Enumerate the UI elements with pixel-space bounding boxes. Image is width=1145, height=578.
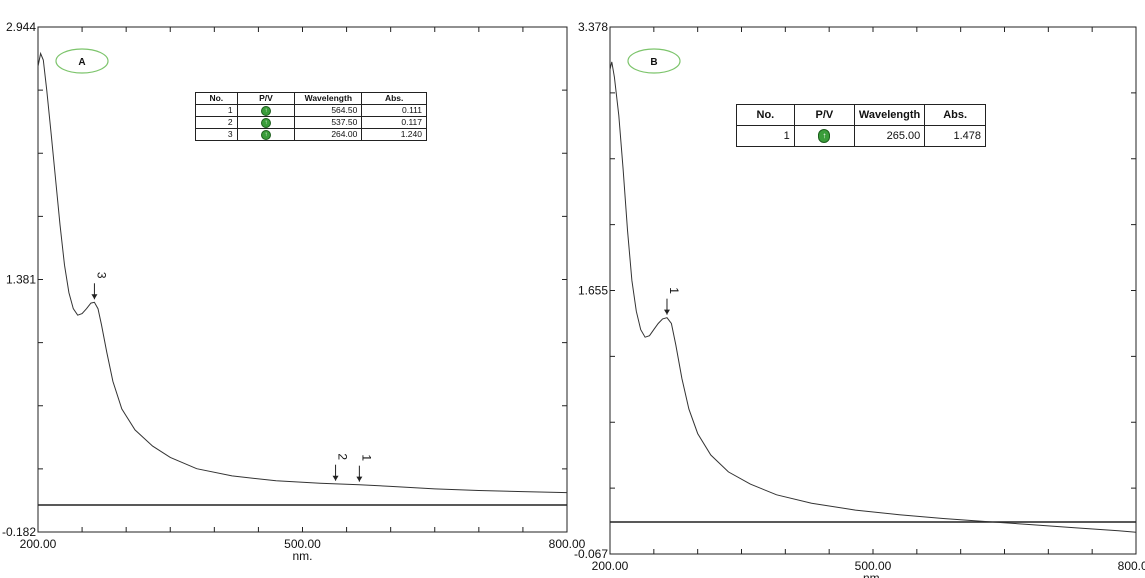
- y-tick-label: 3.378: [578, 20, 608, 34]
- peak-up-arrow-icon: ↑: [818, 129, 831, 144]
- col-no-header: No.: [195, 92, 238, 105]
- peak-label: 1: [359, 454, 373, 461]
- peak-table-b: No. P/V Wavelength Abs. 1 ↑ 265.00 1.478: [736, 104, 986, 147]
- x-axis-label: nm.: [292, 549, 312, 563]
- spectrum-line: [609, 61, 1137, 533]
- y-tick-label: -0.182: [2, 525, 36, 539]
- peak-pv-cell: ↑: [236, 116, 296, 129]
- col-pv-header: P/V: [236, 92, 296, 105]
- peak-wavelength: 564.50: [294, 104, 363, 117]
- panel-badge-label: A: [78, 57, 85, 68]
- panel-badge-label: B: [650, 57, 657, 68]
- peak-pv-cell: ↑: [236, 128, 296, 141]
- peak-no: 1: [195, 104, 238, 117]
- peak-no: 1: [736, 125, 795, 147]
- peak-marker: 2: [332, 453, 350, 481]
- peak-no: 3: [195, 128, 238, 141]
- peak-up-arrow-icon: ↑: [260, 105, 271, 116]
- peak-arrow-head: [356, 476, 363, 482]
- col-pv-header: P/V: [793, 104, 855, 126]
- col-wavelength-header: Wavelength: [853, 104, 926, 126]
- x-tick-label: 800.00: [549, 537, 586, 551]
- y-tick-label: 2.944: [6, 20, 36, 34]
- peak-up-arrow-icon: ↑: [260, 129, 271, 140]
- y-tick-label: -0.067: [574, 547, 608, 561]
- spectrum-chart-b: 200.00 500.00 800.00 nm. 3.378 1.655 -0.067 B 1: [574, 20, 1145, 578]
- peak-up-arrow-icon: ↑: [260, 117, 271, 128]
- y-tick-label: 1.655: [578, 284, 608, 298]
- x-axis-label: nm.: [863, 571, 883, 578]
- x-tick-label: 500.00: [284, 537, 321, 551]
- x-tick-label: 500.00: [855, 559, 892, 573]
- peak-table-row: 1 ↑ 265.00 1.478: [736, 125, 986, 147]
- peak-table-row: 1 ↑ 564.50 0.111: [195, 104, 427, 117]
- peak-pv-cell: ↑: [793, 125, 855, 147]
- peak-abs: 1.240: [361, 128, 427, 141]
- peak-pv-cell: ↑: [236, 104, 296, 117]
- y-tick-label: 1.381: [6, 273, 36, 287]
- peak-no: 2: [195, 116, 238, 129]
- peak-label: 2: [336, 453, 350, 460]
- peak-arrow-head: [332, 475, 339, 481]
- peak-abs: 1.478: [924, 125, 986, 147]
- peak-abs: 0.117: [361, 116, 427, 129]
- spectrum-line: [37, 51, 568, 494]
- peak-table-a: No. P/V Wavelength Abs. 1 ↑ 564.50 0.111…: [195, 92, 427, 141]
- col-abs-header: Abs.: [361, 92, 427, 105]
- panel-badge: [55, 48, 109, 74]
- peak-marker: 3: [91, 272, 108, 300]
- peak-marker: 1: [356, 454, 373, 482]
- peak-marker: 1: [663, 287, 681, 315]
- col-abs-header: Abs.: [924, 104, 986, 126]
- peak-table-row: 2 ↑ 537.50 0.117: [195, 116, 427, 129]
- x-tick-label: 200.00: [592, 559, 629, 573]
- peak-table-header: No. P/V Wavelength Abs.: [736, 104, 986, 126]
- peak-label: 1: [667, 287, 681, 294]
- peak-wavelength: 537.50: [294, 116, 363, 129]
- peak-wavelength: 265.00: [853, 125, 926, 147]
- peak-arrow-head: [663, 309, 670, 315]
- x-tick-label: 800.00: [1118, 559, 1145, 573]
- peak-table-header: No. P/V Wavelength Abs.: [195, 92, 427, 105]
- spectrum-chart-a: 200.00 500.00 800.00nm.2.9441.381-0.182A32…: [2, 20, 586, 563]
- peak-table-row: 3 ↑ 264.00 1.240: [195, 128, 427, 141]
- peak-wavelength: 264.00: [294, 128, 363, 141]
- panel-badge: [627, 48, 681, 74]
- x-tick-label: 200.00: [20, 537, 57, 551]
- col-no-header: No.: [736, 104, 795, 126]
- peak-abs: 0.111: [361, 104, 427, 117]
- peak-label: 3: [94, 272, 108, 279]
- col-wavelength-header: Wavelength: [294, 92, 363, 105]
- peak-arrow-head: [91, 294, 98, 300]
